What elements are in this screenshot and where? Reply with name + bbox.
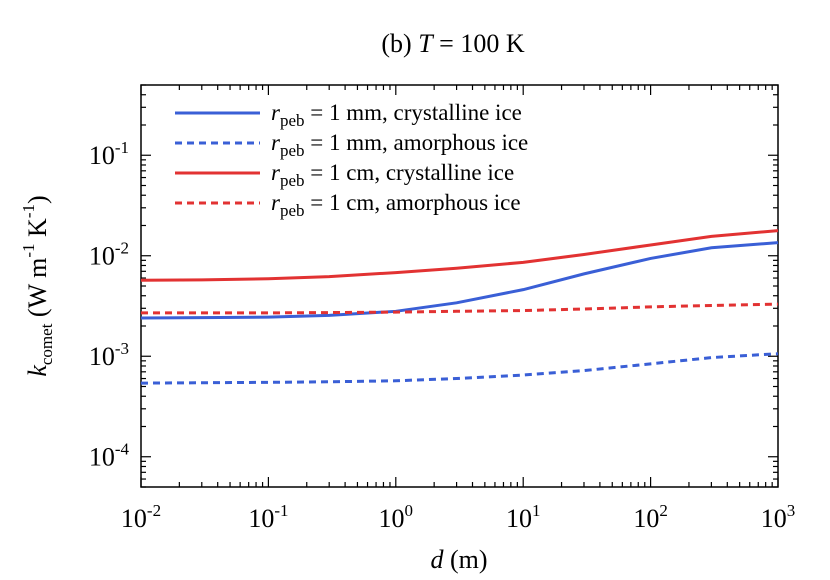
series-line-2 (140, 352, 779, 385)
x-tick-label: 10-1 (248, 501, 288, 533)
legend-label-1: rpeb = 1 mm, crystalline ice (271, 100, 522, 130)
y-tick-label: 10-2 (89, 239, 129, 271)
series-line-4 (141, 302, 779, 315)
series-lines (140, 229, 779, 385)
tick-labels-group: 10-2 10-1 100 101 102 103 10-4 10-3 10-2 10-1 (89, 138, 795, 533)
y-tick-label: 10-4 (89, 440, 130, 472)
ticks-group (140, 84, 779, 488)
y-axis-title: kcomet (W m-1 K-1) (19, 195, 56, 376)
legend-label-3: rpeb = 1 cm, crystalline ice (271, 160, 514, 190)
series-line-3 (140, 229, 779, 282)
y-tick-label: 10-1 (89, 138, 129, 170)
y-tick-label: 10-3 (89, 339, 129, 371)
x-tick-label: 10-2 (121, 501, 161, 533)
legend-label-4: rpeb = 1 cm, amorphous ice (271, 190, 521, 220)
x-tick-label: 102 (633, 501, 668, 533)
legend-label-2: rpeb = 1 mm, amorphous ice (271, 130, 528, 160)
chart-title: (b) T = 100 K (381, 29, 524, 58)
x-axis-title: d (m) (430, 545, 487, 574)
x-tick-label: 101 (506, 501, 541, 533)
x-tick-label: 100 (379, 501, 414, 533)
x-tick-label: 103 (761, 501, 796, 533)
series-line-1 (140, 241, 779, 320)
